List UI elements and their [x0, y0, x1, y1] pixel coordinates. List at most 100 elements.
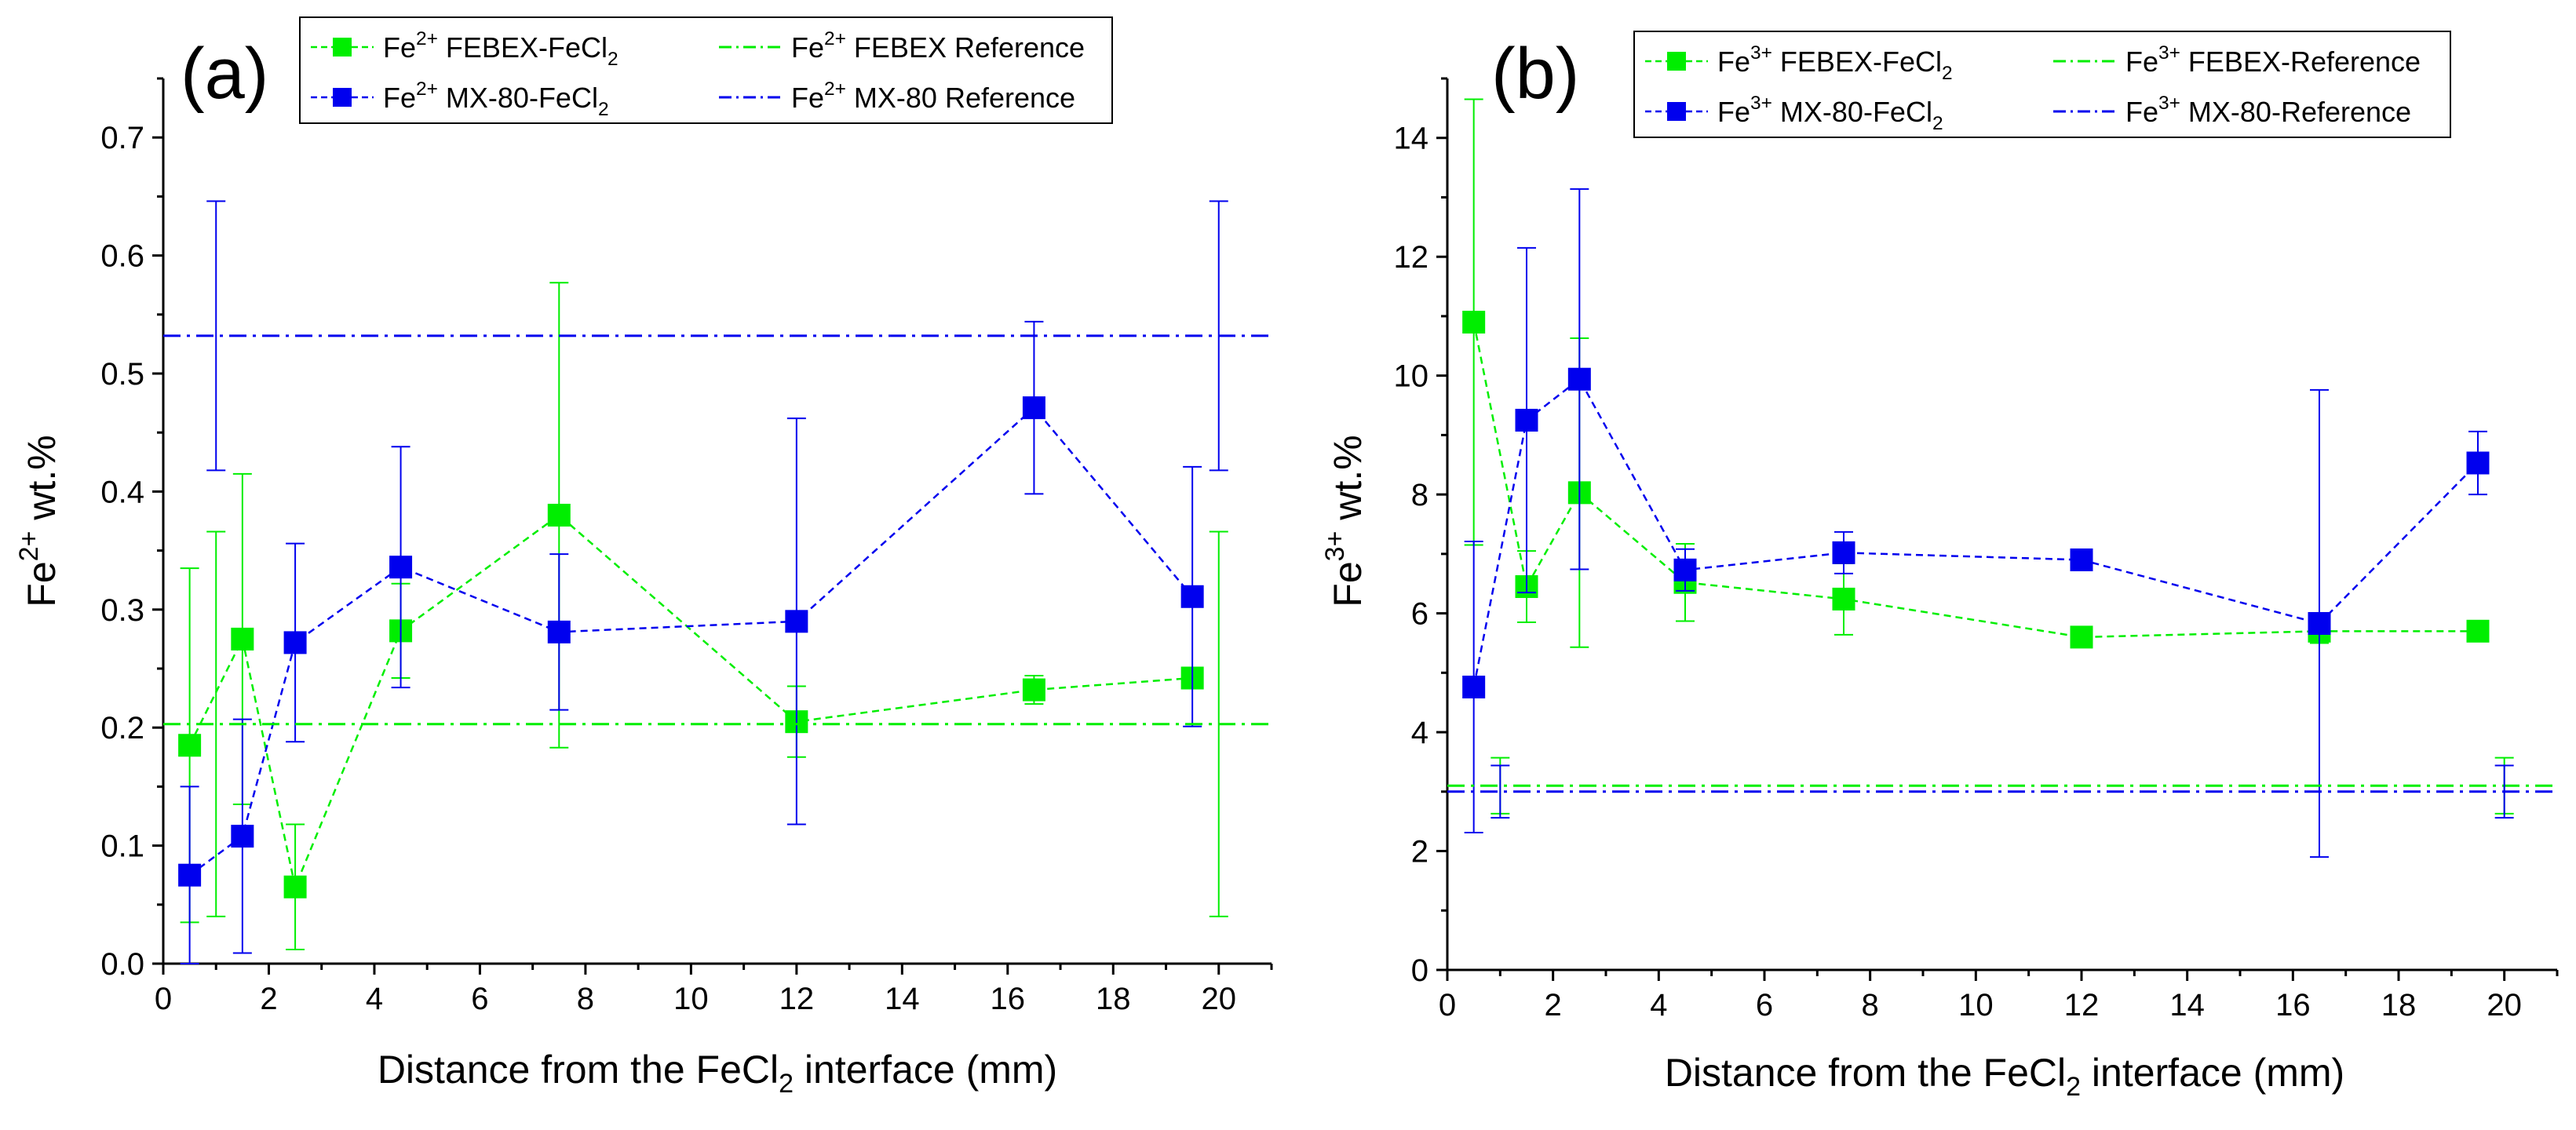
data-point: [2308, 611, 2331, 635]
y-tick-label: 0.1: [100, 829, 144, 864]
y-tick-label: 0.4: [100, 475, 144, 509]
axes: 0 2 4 6 8 10 12 14 16 18 20 0 2 4 6 8 10 12 14: [1394, 77, 2559, 1022]
x-tick-label: 18: [2381, 988, 2417, 1022]
x-tick-label: 8: [577, 982, 594, 1016]
data-point: [2070, 548, 2093, 571]
panel-a: 0 2 4 6 8 10 12 14 16 18 20 0.0 0.1 0.2 0.3 0.4 0.5 0.6 0.…: [14, 16, 1273, 1099]
series-2: [1447, 756, 2557, 815]
data-point: [1462, 676, 1486, 699]
series-line: [1472, 322, 2478, 639]
y-tick-label: 4: [1411, 716, 1428, 750]
legend-label: Fe3+ MX-80-Reference: [2125, 93, 2411, 128]
y-tick-label: 0.3: [100, 593, 144, 628]
panel-label: (a): [181, 34, 268, 114]
x-tick-label: 20: [2487, 988, 2522, 1022]
series-0: [1462, 98, 2490, 649]
data-point: [231, 825, 254, 848]
data-point: [1567, 367, 1591, 391]
x-tick-label: 6: [471, 982, 488, 1016]
legend-item: Fe2+ MX-80-FeCl2: [311, 78, 609, 120]
data-point: [2466, 619, 2490, 643]
series-line: [188, 513, 1193, 891]
legend-marker: [1667, 102, 1686, 121]
series-line: [188, 406, 1194, 877]
legend-item: Fe3+ FEBEX-Reference: [2053, 42, 2421, 78]
x-tick-label: 10: [673, 982, 709, 1016]
series-2: [163, 530, 1272, 917]
data-point: [231, 627, 254, 651]
y-tick-label: 8: [1411, 478, 1428, 512]
x-tick-label: 0: [1439, 988, 1456, 1022]
legend-box: [1633, 31, 2451, 138]
legend-marker: [333, 88, 352, 107]
data-point: [547, 503, 571, 527]
panel-b: 0 2 4 6 8 10 12 14 16 18 20 0 2 4 6 8 10 12 14 Distance fro…: [1320, 31, 2559, 1102]
legend-item: Fe3+ FEBEX-FeCl2: [1645, 42, 1953, 84]
data-point: [547, 620, 571, 643]
y-tick-label: 0.2: [100, 711, 144, 745]
legend-marker: [1667, 52, 1686, 71]
data-point: [1022, 396, 1045, 420]
legend-label: Fe3+ FEBEX-Reference: [2125, 42, 2421, 78]
panel-label: (b): [1491, 34, 1579, 114]
legend: Fe2+ FEBEX-FeCl2 Fe2+ MX-80-FeCl2 Fe2+ FEB…: [299, 16, 1113, 124]
data-point: [1180, 585, 1204, 608]
legend-item: Fe2+ FEBEX Reference: [719, 28, 1085, 64]
y-tick-label: 0.0: [100, 947, 144, 982]
x-tick-label: 14: [2169, 988, 2205, 1022]
y-tick-label: 0.7: [100, 121, 144, 155]
x-tick-label: 2: [260, 982, 277, 1016]
x-tick-label: 16: [2275, 988, 2311, 1022]
data-point: [1022, 678, 1045, 702]
legend-label: Fe2+ MX-80 Reference: [791, 78, 1075, 114]
x-tick-label: 16: [991, 982, 1026, 1016]
x-tick-label: 8: [1862, 988, 1879, 1022]
series-3: [163, 200, 1272, 472]
legend-item: Fe3+ MX-80-Reference: [2053, 93, 2411, 128]
plot-area: [163, 200, 1272, 964]
x-tick-label: 10: [1958, 988, 1994, 1022]
data-point: [178, 734, 202, 757]
legend-label: Fe3+ FEBEX-FeCl2: [1717, 42, 1953, 84]
legend-label: Fe3+ MX-80-FeCl2: [1717, 93, 1943, 134]
x-axis-title: Distance from the FeCl2 interface (mm): [1665, 1051, 2344, 1102]
legend: Fe3+ FEBEX-FeCl2 Fe3+ MX-80-FeCl2 Fe3+ FEB…: [1633, 31, 2451, 138]
data-point: [2070, 625, 2093, 649]
legend-label: Fe2+ FEBEX Reference: [791, 28, 1085, 64]
plot-area: [1447, 98, 2557, 858]
data-point: [1832, 587, 1855, 611]
x-tick-label: 14: [885, 982, 920, 1016]
y-tick-label: 10: [1394, 359, 1429, 394]
y-tick-label: 0: [1411, 953, 1428, 988]
data-point: [283, 631, 307, 654]
x-axis-title: Distance from the FeCl2 interface (mm): [378, 1048, 1057, 1099]
x-tick-label: 20: [1202, 982, 1237, 1016]
x-tick-label: 18: [1096, 982, 1131, 1016]
y-axis-title: Fe2+ wt.%: [14, 435, 64, 607]
axes: 0 2 4 6 8 10 12 14 16 18 20 0.0 0.1 0.2 0.3 0.4 0.5 0.6 0.…: [100, 77, 1273, 1016]
legend-item: Fe2+ MX-80 Reference: [719, 78, 1075, 114]
legend-item: Fe2+ FEBEX-FeCl2: [311, 28, 618, 70]
x-tick-label: 6: [1756, 988, 1773, 1022]
x-tick-label: 12: [779, 982, 815, 1016]
x-tick-label: 4: [366, 982, 383, 1016]
x-tick-label: 12: [2064, 988, 2100, 1022]
y-tick-label: 2: [1411, 835, 1428, 869]
data-point: [1462, 311, 1486, 334]
series-1: [178, 320, 1204, 964]
data-point: [1673, 558, 1697, 581]
data-point: [178, 863, 202, 887]
legend-label: Fe2+ FEBEX-FeCl2: [383, 28, 618, 70]
x-tick-label: 0: [155, 982, 172, 1016]
y-axis-title: Fe3+ wt.%: [1320, 435, 1370, 607]
series-3: [1447, 764, 2557, 819]
data-point: [283, 875, 307, 899]
data-point: [1515, 408, 1538, 432]
y-tick-label: 14: [1394, 122, 1429, 156]
y-tick-label: 0.5: [100, 357, 144, 392]
data-point: [389, 556, 413, 579]
data-point: [2466, 451, 2490, 475]
series-1: [1462, 188, 2490, 858]
x-tick-label: 2: [1545, 988, 1562, 1022]
